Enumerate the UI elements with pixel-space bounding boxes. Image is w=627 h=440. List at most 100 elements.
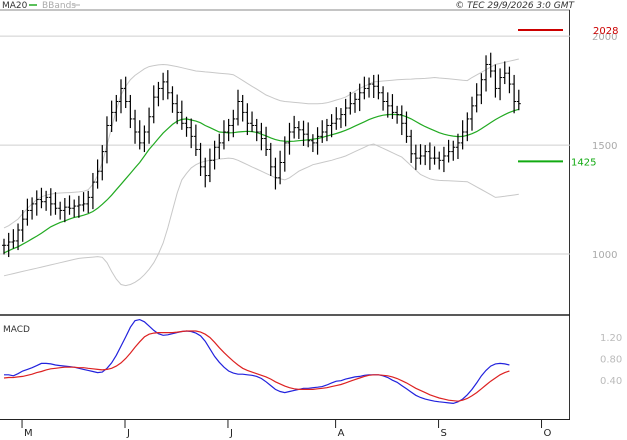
price-bar <box>292 115 297 139</box>
price-bar <box>367 77 372 98</box>
price-bar <box>301 120 306 146</box>
price-bar <box>474 83 479 113</box>
price-bar <box>76 195 81 218</box>
price-bar <box>502 61 507 85</box>
price-bar <box>479 73 484 105</box>
price-bar <box>189 118 194 149</box>
price-bar <box>320 120 325 143</box>
price-bar <box>306 122 311 148</box>
macd-y-tick-label: 0.40 <box>600 376 622 387</box>
price-bar <box>179 100 184 130</box>
x-tick-label: A <box>338 428 345 439</box>
price-bar <box>198 142 203 177</box>
price-bar <box>11 229 16 249</box>
price-bar <box>72 199 77 218</box>
price-bar <box>39 187 44 209</box>
price-bar <box>470 96 474 131</box>
price-bar <box>161 72 166 101</box>
macd-signal-line <box>3 330 510 402</box>
price-bar <box>67 195 72 215</box>
price-bar <box>217 133 222 160</box>
price-bar <box>493 64 498 98</box>
price-bar <box>100 145 105 181</box>
legend-ma20-label: MA20 <box>2 1 28 11</box>
price-bar <box>58 201 63 220</box>
price-bar <box>512 74 517 114</box>
price-bar <box>282 136 287 172</box>
price-bar <box>357 83 362 112</box>
macd-y-tick-label: 1.20 <box>600 333 622 344</box>
price-bar <box>170 86 175 113</box>
price-bar <box>418 144 423 165</box>
bbands-upper-line <box>3 58 519 229</box>
price-bar <box>147 107 152 144</box>
copyright-text: © TEC 29/9/2026 3:0 GMT <box>455 1 575 11</box>
price-bar <box>34 190 39 216</box>
price-bar <box>395 105 400 124</box>
price-bar <box>30 197 35 220</box>
x-tick-label: S <box>441 428 447 439</box>
price-bar <box>423 145 428 166</box>
price-bar <box>413 144 418 170</box>
price-bar <box>62 198 67 223</box>
price-bar <box>53 192 58 215</box>
resistance-level-label: 2028 <box>593 26 618 37</box>
chart-frame <box>0 9 570 420</box>
price-bar <box>273 157 278 190</box>
price-bar <box>226 118 231 142</box>
price-bar <box>114 94 119 122</box>
price-bar <box>441 146 446 173</box>
x-tick-label: J <box>229 428 233 439</box>
price-bar <box>156 81 161 107</box>
price-bar <box>498 68 503 101</box>
price-bar <box>343 98 348 127</box>
price-y-tick-label: 1500 <box>592 141 617 152</box>
price-bar <box>245 103 250 136</box>
price-bar <box>432 146 437 165</box>
price-bar <box>193 124 198 156</box>
price-bar <box>6 232 11 258</box>
price-bar <box>287 122 292 155</box>
price-bar <box>25 198 30 226</box>
price-bar <box>2 238 6 255</box>
macd-y-axis: 0.40 0.80 1.20 <box>600 333 622 387</box>
price-bar <box>264 126 269 156</box>
bbands-lower-line <box>3 143 519 287</box>
macd-y-tick-label: 0.80 <box>600 355 622 366</box>
price-bar <box>451 140 456 161</box>
price-bar <box>104 116 109 164</box>
price-bar <box>86 190 91 214</box>
price-bar <box>465 112 470 142</box>
price-bar <box>142 125 147 153</box>
price-bar <box>119 79 123 114</box>
price-bars <box>2 52 521 258</box>
price-bar <box>381 86 386 111</box>
price-bar <box>278 150 283 185</box>
price-bar <box>133 109 138 144</box>
price-bar <box>250 111 255 132</box>
price-bar <box>123 76 128 109</box>
price-bar <box>90 172 95 210</box>
price-bar <box>315 127 320 155</box>
macd-line <box>4 318 510 405</box>
price-bar <box>484 55 489 92</box>
price-bar <box>376 74 381 100</box>
price-bar <box>353 92 357 113</box>
support-level-label: 1425 <box>571 157 596 168</box>
price-bar <box>437 151 442 170</box>
price-bar <box>109 100 114 132</box>
x-tick-label: O <box>544 428 552 439</box>
price-y-tick-label: 1000 <box>592 250 617 261</box>
price-y-tick-label: 2000 <box>592 32 617 43</box>
price-bar <box>48 188 53 216</box>
price-bar <box>203 157 208 188</box>
price-bar <box>20 209 25 242</box>
x-tick-label: M <box>24 428 33 439</box>
price-bar <box>95 159 100 189</box>
price-bar <box>409 129 414 163</box>
price-bar <box>488 52 493 78</box>
x-tick-label: J <box>126 428 130 439</box>
price-bar <box>254 118 259 142</box>
